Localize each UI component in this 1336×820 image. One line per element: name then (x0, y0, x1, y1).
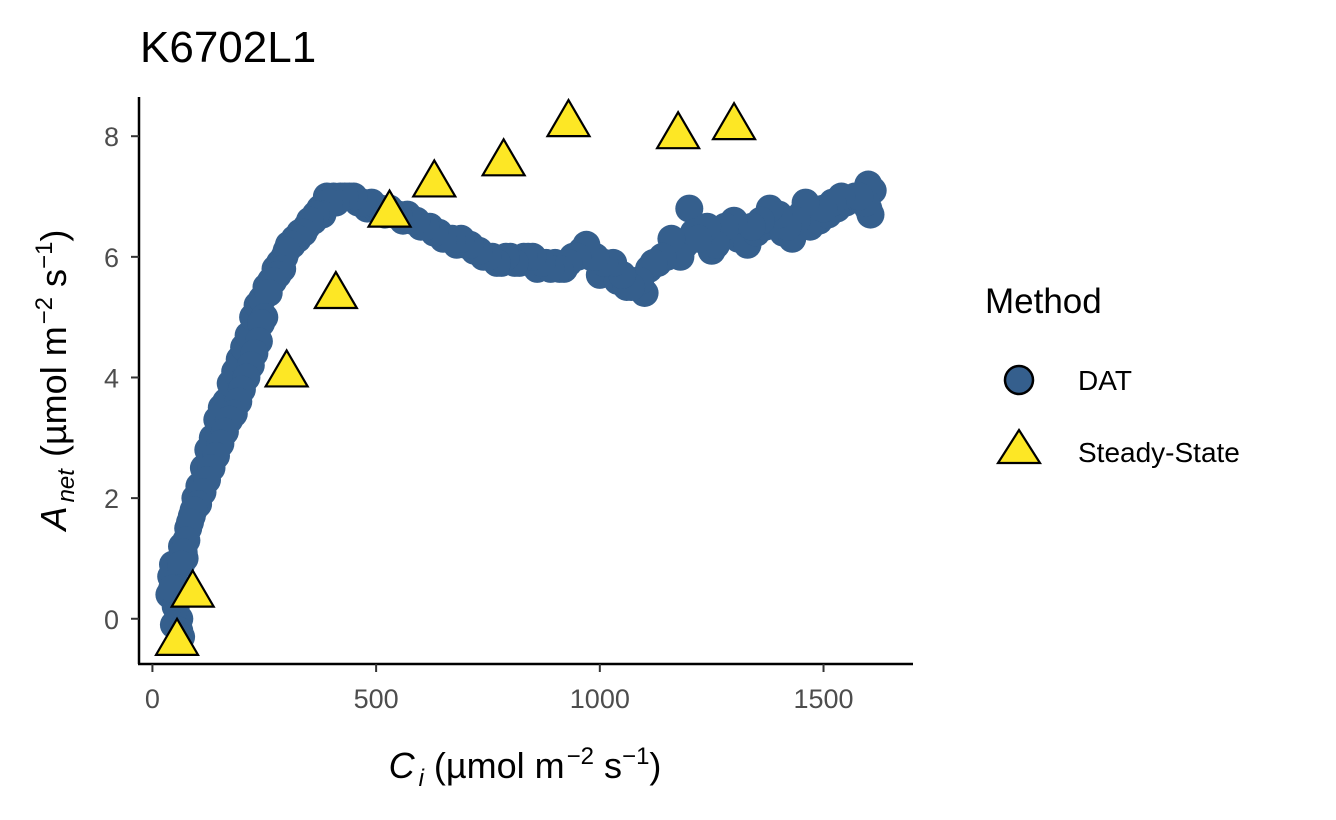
y-tick-label: 2 (104, 484, 119, 514)
steady-state-point (312, 269, 359, 310)
steady-state-point (411, 158, 458, 198)
y-tick-label: 8 (104, 122, 119, 152)
legend-steady-state-label: Steady-State (1078, 437, 1240, 468)
legend-title: Method (985, 282, 1102, 321)
plot-area (154, 97, 887, 656)
legend: Method DAT Steady-State (985, 282, 1240, 468)
steady-state-point (545, 97, 592, 138)
x-ticks: 0 500 1000 1500 (145, 664, 854, 714)
steady-state-point (169, 568, 216, 608)
x-tick-label: 0 (145, 684, 160, 714)
steady-state-point (154, 616, 200, 656)
legend-steady-state-marker (995, 427, 1043, 465)
steady-state-point (366, 188, 413, 228)
dat-point (684, 224, 713, 253)
y-axis-title: Anet(µmol m−2 s−1) (31, 230, 80, 533)
y-tick-label: 6 (104, 243, 119, 273)
steady-state-series (154, 97, 757, 656)
legend-dat-label: DAT (1078, 365, 1132, 396)
chart-title: K6702L1 (140, 23, 316, 72)
x-tick-label: 1000 (570, 684, 630, 714)
dat-point (254, 279, 283, 307)
steady-state-point (263, 348, 310, 388)
steady-state-point (480, 137, 527, 177)
y-tick-label: 4 (104, 363, 119, 393)
y-ticks: 0 2 4 6 8 (104, 122, 139, 635)
dat-series (155, 170, 887, 651)
y-tick-label: 0 (104, 605, 119, 635)
steady-state-point (711, 100, 757, 141)
x-tick-label: 500 (354, 684, 399, 714)
steady-state-point (655, 109, 702, 150)
x-tick-label: 1500 (793, 684, 853, 714)
legend-dat-marker (1003, 364, 1035, 396)
dat-point (675, 194, 704, 223)
dat-point (167, 550, 196, 579)
